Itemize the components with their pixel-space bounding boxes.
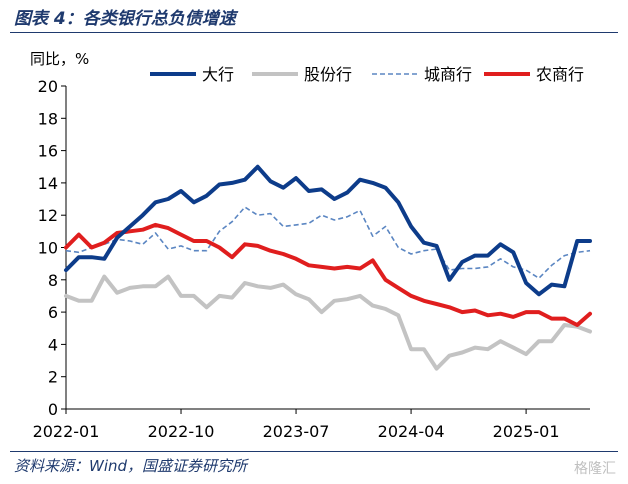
x-tick-label: 2022-01 <box>33 422 100 441</box>
y-tick-label: 20 <box>38 77 58 96</box>
legend: 大行 股份行 城商行 农商行 <box>150 65 584 84</box>
x-tick-label: 2022-10 <box>148 422 215 441</box>
x-tick-label: 2025-01 <box>493 422 560 441</box>
legend-label-大行: 大行 <box>202 65 234 84</box>
y-tick-label: 6 <box>48 303 58 322</box>
x-axis: 2022-01 2022-10 2023-07 2024-04 2025-01 <box>33 408 590 441</box>
y-tick-label: 18 <box>38 109 58 128</box>
series-line-大行 <box>64 164 592 297</box>
x-tick-label: 2023-07 <box>263 422 330 441</box>
series-group <box>64 164 592 371</box>
watermark-logo: 格隆汇 <box>574 461 616 477</box>
y-tick-label: 2 <box>48 368 58 387</box>
y-axis-label: 同比，% <box>30 50 89 68</box>
source-note: 资料来源：Wind，国盛证券研究所 <box>14 457 248 475</box>
legend-label-农商行: 农商行 <box>536 65 584 84</box>
chart-title: 图表 4：各类银行总负债增速 <box>14 9 236 29</box>
y-tick-label: 12 <box>38 206 58 225</box>
y-tick-label: 8 <box>48 271 58 290</box>
y-tick-label: 10 <box>38 239 58 258</box>
legend-label-城商行: 城商行 <box>424 65 472 84</box>
y-tick-label: 0 <box>48 400 58 419</box>
source-divider <box>10 451 618 452</box>
x-tick-label: 2024-04 <box>378 422 445 441</box>
y-tick-label: 16 <box>38 142 58 161</box>
y-tick-label: 14 <box>38 174 58 193</box>
y-axis: 0 2 4 6 8 10 12 14 16 18 20 <box>38 77 67 419</box>
series-line-农商行 <box>64 222 592 327</box>
legend-label-股份行: 股份行 <box>304 65 352 84</box>
series-line-股份行 <box>64 274 592 371</box>
y-tick-label: 4 <box>48 335 58 354</box>
title-divider <box>10 32 618 33</box>
